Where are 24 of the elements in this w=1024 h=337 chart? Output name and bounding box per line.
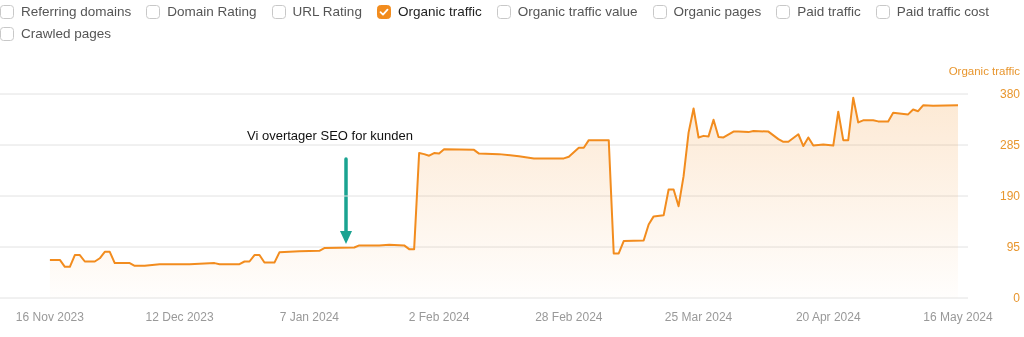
x-tick-label: 16 Nov 2023 <box>15 309 85 324</box>
x-tick-label: 7 Jan 2024 <box>279 309 340 324</box>
y-tick-label: 95 <box>1006 240 1021 255</box>
y-tick-label: 0 <box>1013 291 1021 306</box>
x-tick-label: 28 Feb 2024 <box>535 309 603 324</box>
x-tick-label: 25 Mar 2024 <box>664 309 733 324</box>
y-tick-label: 190 <box>999 189 1021 204</box>
x-tick-label: 20 Apr 2024 <box>795 309 861 324</box>
x-tick-label: 12 Dec 2023 <box>145 309 214 324</box>
y-axis-title: Organic traffic <box>948 65 1021 78</box>
text: Referring domains <box>21 3 132 21</box>
y-tick-label: 380 <box>999 87 1021 102</box>
y-tick-label: 285 <box>999 138 1021 153</box>
text: Organic traffic value <box>517 3 638 21</box>
text: Domain Rating <box>167 3 257 21</box>
legend-label: Organic traffic <box>397 3 482 21</box>
x-tick-label: 16 May 2024 <box>923 309 994 324</box>
text: Organic pages <box>673 3 762 21</box>
x-tick-label: 2 Feb 2024 <box>408 309 470 324</box>
text: Paid traffic <box>797 3 861 21</box>
annotation: Vi overtager SEO for kunden <box>246 128 414 143</box>
text: Crawled pages <box>21 25 112 43</box>
text: Paid traffic cost <box>896 3 989 21</box>
text: URL Rating <box>292 3 362 21</box>
